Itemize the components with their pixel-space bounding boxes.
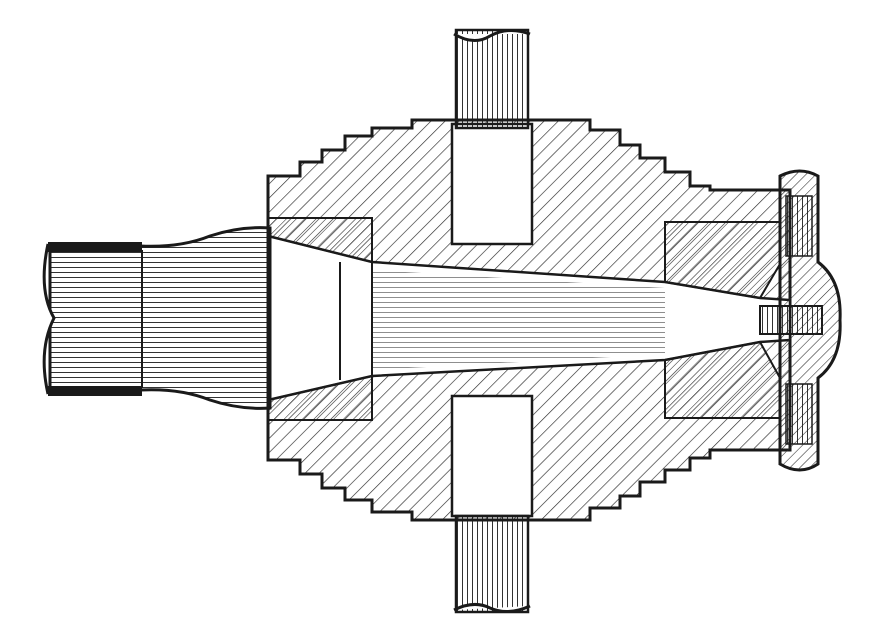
lower-spoke: [453, 514, 531, 614]
end-cap-rim-lower: [785, 383, 813, 445]
upper-spoke-socket: [450, 122, 534, 246]
end-cap-rim: [785, 195, 813, 257]
bearing-cone-right-lower: [664, 340, 781, 419]
bearing-cone-right: [664, 221, 781, 300]
upper-spoke: [453, 28, 531, 130]
axle-shaft: [42, 226, 272, 410]
spindle-shading: [372, 270, 665, 370]
lower-spoke-socket: [450, 394, 534, 518]
